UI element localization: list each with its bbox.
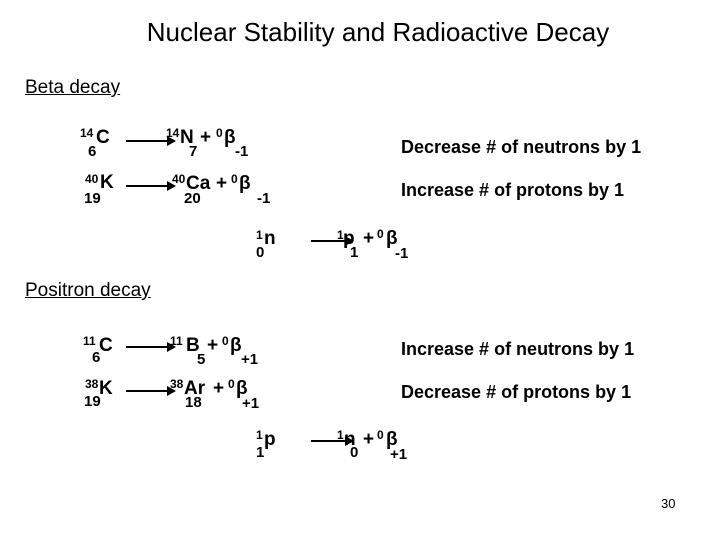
beta-note-1: Decrease # of neutrons by 1 [401,137,642,157]
product-mass: 14 [166,126,180,140]
beta-symbol: β [230,335,242,356]
product-atomic-number: 20 [184,190,201,207]
reactant-symbol: K [100,172,114,193]
reactant-atomic-number: 19 [84,393,101,410]
product-atomic-number: 18 [185,394,202,411]
beta-symbol: β [386,429,398,450]
product-symbol: B [186,335,200,356]
product-atomic-number: 1 [350,244,359,261]
beta-note-2: Increase # of protons by 1 [401,180,625,200]
reactant-symbol: p [264,429,276,450]
positron-note-2: Decrease # of protons by 1 [401,382,632,402]
reactant-symbol: C [96,127,110,148]
plus-sign: + [200,127,212,148]
plus-sign: + [363,429,375,450]
reaction-arrow [126,386,176,396]
particle-mass: 0 [231,172,238,186]
reactant-atomic-number: 6 [88,143,97,160]
product-mass: 11 [170,334,183,348]
reactant-atomic-number: 6 [92,349,101,366]
reactant-atomic-number: 1 [256,444,265,461]
product-symbol: Ca [186,173,211,194]
product-symbol: n [344,429,356,450]
reactant-symbol: C [99,335,113,356]
positron-note-1: Increase # of neutrons by 1 [401,339,635,359]
beta-decay-heading: Beta decay [25,77,121,98]
beta-symbol: β [224,127,236,148]
beta-symbol: β [236,378,248,399]
page-title: Nuclear Stability and Radioactive Decay [146,17,610,47]
reactant-symbol: K [99,378,113,399]
plus-sign: + [216,173,228,194]
reaction-arrow [311,436,354,446]
product-symbol: Ar [184,378,206,399]
particle-charge: +1 [241,351,259,368]
product-atomic-number: 0 [350,444,359,461]
particle-mass: 0 [222,334,229,348]
reactant-mass: 40 [85,172,99,186]
particle-mass: 0 [377,227,384,241]
plus-sign: + [207,335,219,356]
product-symbol: p [343,228,355,249]
product-atomic-number: 5 [197,351,206,368]
page-number: 30 [661,496,676,511]
particle-charge: -1 [395,245,409,262]
reactant-mass: 1 [256,428,263,442]
reactant-mass: 11 [83,334,96,348]
product-mass: 1 [337,228,344,242]
plus-sign: + [213,378,225,399]
product-mass: 40 [172,172,186,186]
reactant-mass: 14 [80,126,94,140]
beta-symbol: β [239,173,251,194]
product-mass: 1 [337,428,344,442]
positron-decay-heading: Positron decay [25,280,151,301]
reactant-mass: 38 [85,377,99,391]
reactant-atomic-number: 0 [256,244,265,261]
particle-charge: +1 [390,446,408,463]
reactant-mass: 1 [256,228,263,242]
reaction-arrow [126,342,176,352]
particle-mass: 0 [228,377,235,391]
reactant-atomic-number: 19 [84,190,101,207]
particle-mass: 0 [377,428,384,442]
particle-charge: -1 [257,190,271,207]
particle-mass: 0 [216,126,223,140]
product-mass: 38 [170,377,184,391]
particle-charge: -1 [235,143,249,160]
beta-symbol: β [386,228,398,249]
product-atomic-number: 7 [189,143,198,160]
reaction-arrow [126,136,176,146]
plus-sign: + [363,228,375,249]
product-symbol: N [180,127,194,148]
particle-charge: +1 [242,395,260,412]
reaction-arrow [126,181,176,191]
reaction-arrow [311,236,354,246]
reactant-symbol: n [264,228,276,249]
